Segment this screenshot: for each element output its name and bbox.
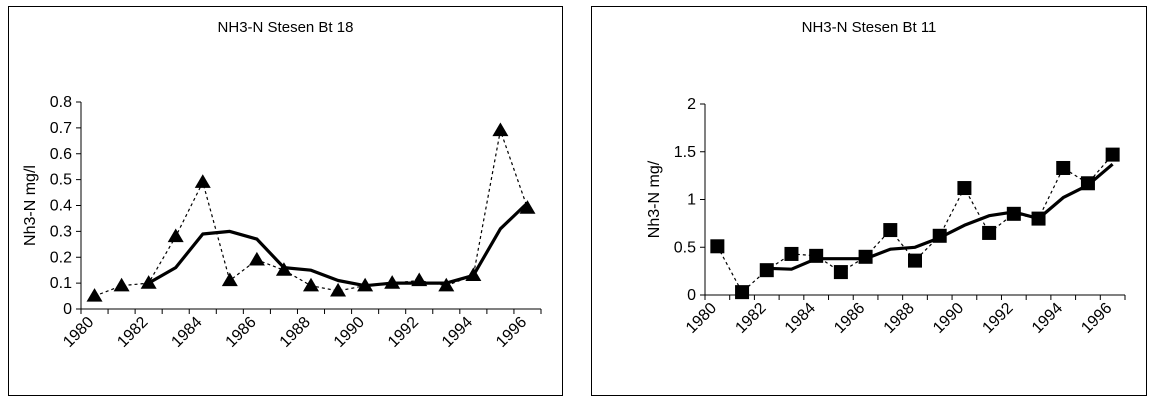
data-point-triangle bbox=[330, 282, 347, 297]
y-tick-label: 0.5 bbox=[674, 239, 696, 256]
y-tick-label: 2 bbox=[687, 96, 696, 113]
y-axis-title: Nh3-N mg/ bbox=[646, 160, 663, 238]
x-tick-label: 1980 bbox=[683, 300, 720, 337]
data-point-triangle bbox=[303, 277, 319, 292]
data-point-square bbox=[908, 253, 922, 268]
y-tick-label: 0.2 bbox=[50, 249, 72, 266]
chart-title: NH3-N Stesen Bt 18 bbox=[217, 19, 354, 36]
chart-panel-bt11: NH3-N Stesen Bt 11 0 0.5 1 1.5 2 1980 1982 1984… bbox=[591, 6, 1147, 396]
y-tick-label: 0.7 bbox=[50, 120, 72, 137]
y-tick-label: 0.4 bbox=[50, 198, 72, 215]
x-tick-label: 1990 bbox=[930, 300, 967, 337]
y-tick-label: 0.3 bbox=[50, 223, 72, 240]
trend-line bbox=[766, 162, 1114, 271]
y-tick-label: 1.5 bbox=[674, 144, 696, 161]
x-tick-label: 1986 bbox=[223, 314, 260, 351]
data-point-square bbox=[833, 265, 848, 280]
x-tick-label: 1992 bbox=[385, 314, 422, 351]
chart-panel-bt18: NH3-N Stesen Bt 18 0 0.1 0.2 0.3 0.4 0.5 0.6 0.… bbox=[8, 6, 563, 396]
y-tick-label: 1 bbox=[687, 192, 696, 209]
data-point-square bbox=[735, 285, 750, 300]
x-tick-label: 1980 bbox=[60, 314, 97, 351]
data-point-square bbox=[1105, 147, 1120, 162]
chart-title: NH3-N Stesen Bt 11 bbox=[801, 19, 937, 36]
x-tick-label: 1982 bbox=[114, 314, 151, 351]
y-tick-label: 0 bbox=[687, 287, 696, 304]
y-tick-label: 0.8 bbox=[50, 94, 72, 111]
x-tick-label: 1988 bbox=[881, 300, 918, 337]
data-line-dotted bbox=[716, 154, 1114, 294]
data-point-square bbox=[883, 223, 898, 238]
x-tick-label: 1988 bbox=[277, 314, 314, 351]
data-point-square bbox=[957, 181, 972, 196]
data-point-triangle bbox=[492, 122, 509, 137]
data-point-square bbox=[710, 239, 725, 254]
x-tick-label: 1996 bbox=[493, 314, 530, 351]
data-point-square bbox=[759, 263, 774, 278]
data-point-triangle bbox=[167, 228, 184, 243]
trend-line bbox=[147, 201, 529, 288]
y-tick-label: 0.5 bbox=[50, 172, 72, 189]
data-point-triangle bbox=[194, 174, 211, 188]
x-tick-label: 1994 bbox=[439, 314, 476, 351]
data-point-triangle bbox=[248, 251, 265, 266]
y-tick-label: 0.6 bbox=[50, 146, 72, 163]
data-point-triangle bbox=[113, 277, 130, 292]
data-point-square bbox=[982, 225, 997, 240]
x-tick-label: 1984 bbox=[782, 300, 819, 337]
data-point-triangle bbox=[86, 288, 103, 302]
x-tick-label: 1984 bbox=[168, 314, 205, 351]
y-axis-title: Nh3-N mg/l bbox=[22, 165, 39, 246]
x-tick-label: 1996 bbox=[1078, 300, 1115, 337]
x-tick-label: 1986 bbox=[831, 300, 868, 337]
chart-svg-bt11: 0 0.5 1 1.5 2 1980 1982 1984 1986 1988 1990 1992 199… bbox=[646, 96, 1126, 337]
x-tick-label: 1994 bbox=[1029, 300, 1066, 337]
data-point-square bbox=[1006, 206, 1021, 221]
x-tick-label: 1990 bbox=[331, 314, 368, 351]
y-tick-label: 0 bbox=[63, 301, 72, 318]
chart-svg-bt18: 0 0.1 0.2 0.3 0.4 0.5 0.6 0.7 0.8 1980 1982 1984 198… bbox=[22, 94, 542, 351]
data-point-square bbox=[784, 246, 799, 261]
data-point-square bbox=[1056, 160, 1071, 175]
x-tick-label: 1982 bbox=[732, 300, 769, 337]
data-point-triangle bbox=[519, 200, 536, 214]
y-tick-label: 0.1 bbox=[50, 275, 72, 292]
data-point-triangle bbox=[221, 272, 238, 287]
x-tick-label: 1992 bbox=[979, 300, 1016, 337]
